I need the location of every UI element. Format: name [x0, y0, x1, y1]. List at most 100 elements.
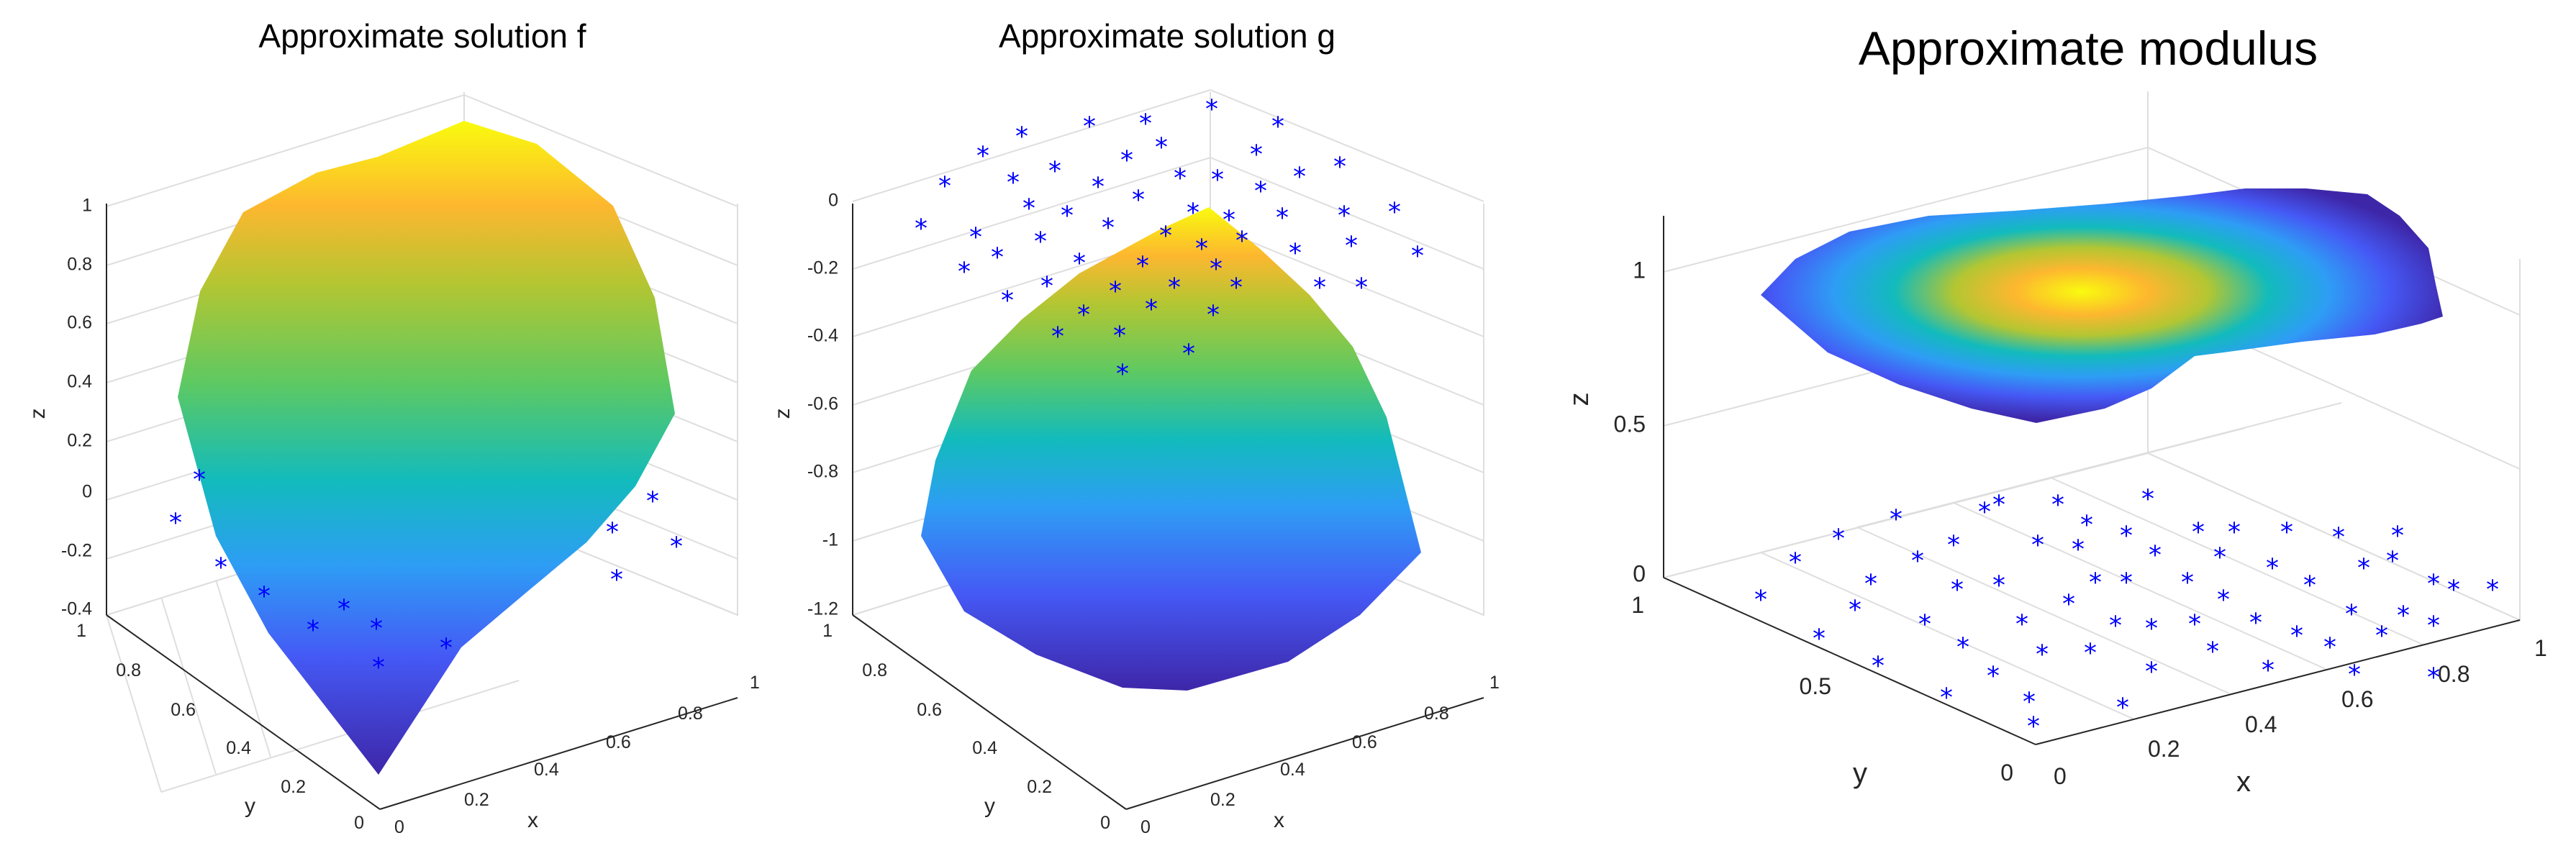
z-axis-label-f: z — [26, 409, 50, 419]
marker-point: * — [1168, 273, 1181, 303]
marker-point: * — [2120, 522, 2133, 551]
marker-point: * — [1276, 204, 1289, 233]
y-ticks-g: 1 0.8 0.6 0.4 0.2 0 — [822, 621, 1110, 833]
x-tick-label: 0.2 — [2148, 736, 2180, 762]
x-ticks-f: 0 0.2 0.4 0.6 0.8 1 — [394, 673, 760, 837]
marker-point: * — [2080, 511, 2093, 540]
marker-point: * — [2486, 575, 2499, 605]
y-tick-label: 0.6 — [917, 700, 942, 720]
marker-point: * — [1034, 227, 1047, 257]
marker-point: * — [2192, 518, 2205, 547]
marker-point: * — [2303, 571, 2316, 601]
axes-modulus — [1663, 216, 2521, 745]
marker-point: * — [2089, 568, 2102, 598]
marker-point: * — [1355, 273, 1368, 303]
marker-point: * — [1139, 109, 1152, 139]
marker-point: * — [1182, 340, 1195, 369]
marker-point: * — [1271, 112, 1284, 142]
marker-point: * — [1890, 505, 1902, 534]
marker-point: * — [646, 487, 659, 516]
marker-point: * — [1864, 570, 1877, 599]
marker-point: * — [1338, 201, 1351, 231]
marker-point: * — [2031, 531, 2044, 560]
marker-point: * — [2120, 568, 2133, 598]
marker-point: * — [1174, 164, 1187, 193]
x-tick-label: 0.4 — [534, 760, 559, 780]
chart-title-modulus: Approximate modulus — [1859, 22, 2318, 75]
marker-point: * — [2015, 610, 2028, 639]
marker-point: * — [2348, 660, 2361, 690]
y-axis-label-f: y — [245, 794, 255, 818]
x-tick-label: 0.4 — [1280, 760, 1305, 780]
marker-point: * — [1789, 548, 1802, 578]
marker-point: * — [2206, 637, 2219, 667]
x-ticks-modulus: 0 0.2 0.4 0.6 0.8 1 — [2054, 635, 2547, 789]
markers-modulus: * * * * * * * * * * * * * * * * * * * * … — [1754, 485, 2499, 742]
marker-point: * — [1136, 252, 1149, 281]
marker-point: * — [2145, 657, 2158, 687]
x-ticks-g: 0 0.2 0.4 0.6 0.8 1 — [1140, 673, 1500, 837]
marker-point: * — [1205, 95, 1218, 124]
marker-point: * — [1077, 301, 1090, 330]
x-tick-label: 0.8 — [2438, 661, 2470, 687]
x-tick-label: 0.8 — [1424, 704, 1449, 724]
y-ticks-f: 1 0.8 0.6 0.4 0.2 0 — [76, 621, 364, 833]
marker-point: * — [2386, 547, 2399, 576]
marker-point: * — [2262, 656, 2275, 686]
marker-point: * — [370, 614, 383, 644]
marker-point: * — [2072, 535, 2085, 565]
marker-point: * — [307, 616, 319, 645]
marker-point: * — [1947, 531, 1960, 560]
marker-point: * — [1007, 168, 1020, 198]
marker-point: * — [1187, 199, 1199, 228]
marker-point: * — [2375, 621, 2388, 651]
y-ticks-modulus: 1 0.5 0 — [1631, 592, 2013, 786]
marker-point: * — [1987, 662, 2000, 691]
z-ticks-g: 0 -0.2 -0.4 -0.6 -0.8 -1 -1.2 — [807, 191, 838, 619]
y-tick-label: 0.8 — [862, 660, 887, 680]
marker-point: * — [1207, 301, 1220, 330]
marker-point: * — [2188, 610, 2201, 639]
marker-point: * — [2397, 601, 2410, 631]
marker-point: * — [1040, 272, 1053, 301]
chart-panel-f: Approximate solution f — [26, 17, 760, 837]
marker-point: * — [2266, 554, 2279, 583]
marker-point: * — [2181, 568, 2194, 598]
marker-point: * — [337, 595, 350, 624]
x-axis-label-modulus: x — [2236, 766, 2251, 798]
y-axis-label-modulus: y — [1853, 757, 1867, 789]
y-tick-label: 1 — [1631, 592, 1644, 618]
marker-point: * — [2051, 491, 2064, 520]
marker-point: * — [169, 509, 182, 538]
y-tick-label: 1 — [822, 621, 833, 641]
x-tick-label: 0.6 — [1352, 732, 1377, 752]
marker-point: * — [2027, 712, 2040, 742]
x-tick-label: 0.8 — [678, 704, 703, 724]
marker-point: * — [2228, 518, 2241, 547]
marker-point: * — [1754, 586, 1767, 615]
y-tick-label: 0.4 — [972, 738, 997, 758]
z-tick-label: 0.2 — [67, 431, 92, 451]
z-tick-label: 0.5 — [1614, 411, 1646, 437]
chart-title-g: Approximate solution g — [999, 17, 1335, 55]
z-tick-label: 1 — [82, 196, 92, 216]
marker-point: * — [2391, 522, 2404, 551]
x-tick-label: 0.6 — [2341, 686, 2373, 712]
marker-point: * — [2280, 518, 2293, 547]
marker-point: * — [1061, 201, 1074, 231]
z-axis-label-modulus: z — [1564, 393, 1595, 406]
marker-point: * — [1159, 222, 1172, 251]
marker-point: * — [2023, 688, 2036, 717]
marker-point: * — [2447, 575, 2460, 605]
marker-point: * — [1951, 575, 1964, 605]
marker-point: * — [1223, 206, 1235, 235]
marker-point: * — [1230, 273, 1243, 303]
z-tick-label: -1 — [822, 530, 838, 550]
marker-point: * — [214, 553, 227, 583]
marker-point: * — [2427, 663, 2440, 693]
marker-point: * — [1411, 242, 1424, 271]
chart-panel-modulus: Approximate modulus 1 0.5 0 z — [1564, 22, 2547, 798]
chart-panel-g: Approximate solution g 0 -0.2 -0.4 -0.6 … — [771, 17, 1500, 837]
surface-g — [921, 207, 1421, 691]
marker-point: * — [958, 258, 971, 287]
